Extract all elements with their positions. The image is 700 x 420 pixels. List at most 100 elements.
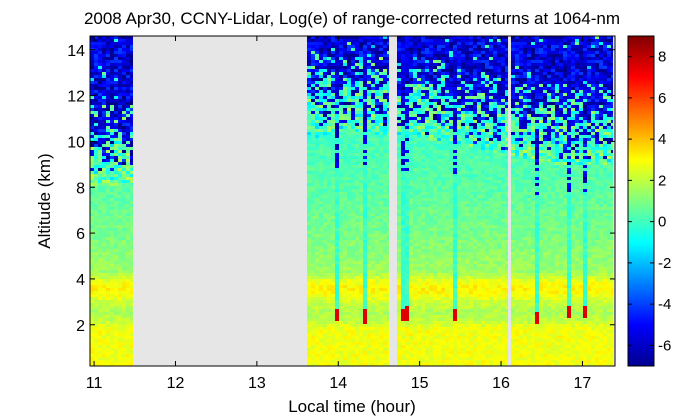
heatmap-cell: [126, 255, 130, 258]
heatmap-cell: [130, 57, 133, 60]
heatmap-cell: [433, 42, 437, 45]
heatmap-cell: [433, 135, 437, 138]
heatmap-cell: [118, 228, 122, 231]
heatmap-cell: [379, 84, 383, 87]
heatmap-cell: [433, 165, 437, 168]
heatmap-cell: [114, 309, 118, 312]
heatmap-cell: [307, 264, 311, 267]
heatmap-cell: [445, 114, 449, 117]
heatmap-cell: [387, 63, 389, 66]
heatmap-cell: [102, 237, 106, 240]
heatmap-cell: [429, 285, 433, 288]
heatmap-cell: [359, 186, 363, 189]
heatmap-cell: [114, 126, 118, 129]
heatmap-cell: [375, 351, 379, 354]
heatmap-cell: [327, 99, 331, 102]
heatmap-cell: [323, 351, 327, 354]
heatmap-cell: [335, 270, 339, 273]
heatmap-cell: [339, 120, 343, 123]
heatmap-cell: [397, 192, 401, 195]
heatmap-cell: [359, 201, 363, 204]
heatmap-cell: [437, 57, 441, 60]
heatmap-cell: [383, 81, 387, 84]
heatmap-cell: [375, 231, 379, 234]
heatmap-cell: [102, 213, 106, 216]
heatmap-cell: [319, 204, 323, 207]
heatmap-cell: [343, 36, 347, 39]
heatmap-cell: [319, 135, 323, 138]
heatmap-cell: [363, 120, 367, 123]
heatmap-cell: [397, 48, 401, 51]
heatmap-cell: [397, 87, 401, 90]
heatmap-cell: [347, 234, 351, 237]
heatmap-cell: [401, 294, 405, 297]
heatmap-cell: [367, 171, 371, 174]
heatmap-cell: [375, 42, 379, 45]
heatmap-cell: [441, 93, 445, 96]
heatmap-cell: [425, 228, 429, 231]
heatmap-cell: [114, 207, 118, 210]
heatmap-cell: [102, 348, 106, 351]
heatmap-cell: [130, 225, 133, 228]
heatmap-cell: [371, 183, 375, 186]
heatmap-cell: [379, 240, 383, 243]
heatmap-cell: [351, 129, 355, 132]
heatmap-cell: [106, 105, 110, 108]
heatmap-cell: [359, 243, 363, 246]
heatmap-cell: [94, 126, 98, 129]
heatmap-cell: [339, 234, 343, 237]
heatmap-cell: [307, 207, 311, 210]
heatmap-cell: [437, 264, 441, 267]
heatmap-cell: [425, 309, 429, 312]
heatmap-cell: [110, 270, 114, 273]
heatmap-cell: [102, 345, 106, 348]
heatmap-cell: [387, 165, 389, 168]
heatmap-cell: [347, 228, 351, 231]
heatmap-cell: [102, 153, 106, 156]
heatmap-cell: [327, 240, 331, 243]
heatmap-cell: [405, 66, 409, 69]
heatmap-cell: [114, 234, 118, 237]
heatmap-cell: [429, 195, 433, 198]
heatmap-cell: [429, 339, 433, 342]
heatmap-cell: [331, 54, 335, 57]
heatmap-cell: [355, 126, 359, 129]
heatmap-cell: [409, 186, 413, 189]
heatmap-cell: [413, 201, 417, 204]
heatmap-cell: [379, 192, 383, 195]
heatmap-cell: [445, 345, 449, 348]
heatmap-cell: [429, 252, 433, 255]
heatmap-cell: [387, 156, 389, 159]
heatmap-cell: [327, 78, 331, 81]
heatmap-cell: [323, 171, 327, 174]
heatmap-cell: [106, 117, 110, 120]
heatmap-cell: [441, 114, 445, 117]
heatmap-cell: [359, 246, 363, 249]
heatmap-cell: [335, 228, 339, 231]
heatmap-cell: [335, 360, 339, 363]
heatmap-cell: [433, 249, 437, 252]
heatmap-cell: [409, 75, 413, 78]
heatmap-cell: [445, 297, 449, 300]
heatmap-cell: [126, 318, 130, 321]
heatmap-cell: [126, 246, 130, 249]
heatmap-cell: [118, 327, 122, 330]
heatmap-cell: [367, 165, 371, 168]
heatmap-cell: [94, 174, 98, 177]
heatmap-cell: [425, 156, 429, 159]
heatmap-cell: [343, 135, 347, 138]
heatmap-cell: [383, 84, 387, 87]
heatmap-cell: [409, 129, 413, 132]
heatmap-cell: [441, 213, 445, 216]
heatmap-cell: [375, 237, 379, 240]
heatmap-cell: [106, 252, 110, 255]
heatmap-cell: [437, 96, 441, 99]
heatmap-cell: [397, 51, 401, 54]
heatmap-cell: [429, 54, 433, 57]
heatmap-cell: [379, 156, 383, 159]
heatmap-cell: [425, 261, 429, 264]
heatmap-cell: [110, 141, 114, 144]
heatmap-cell: [323, 183, 327, 186]
heatmap-cell: [387, 48, 389, 51]
heatmap-cell: [425, 300, 429, 303]
